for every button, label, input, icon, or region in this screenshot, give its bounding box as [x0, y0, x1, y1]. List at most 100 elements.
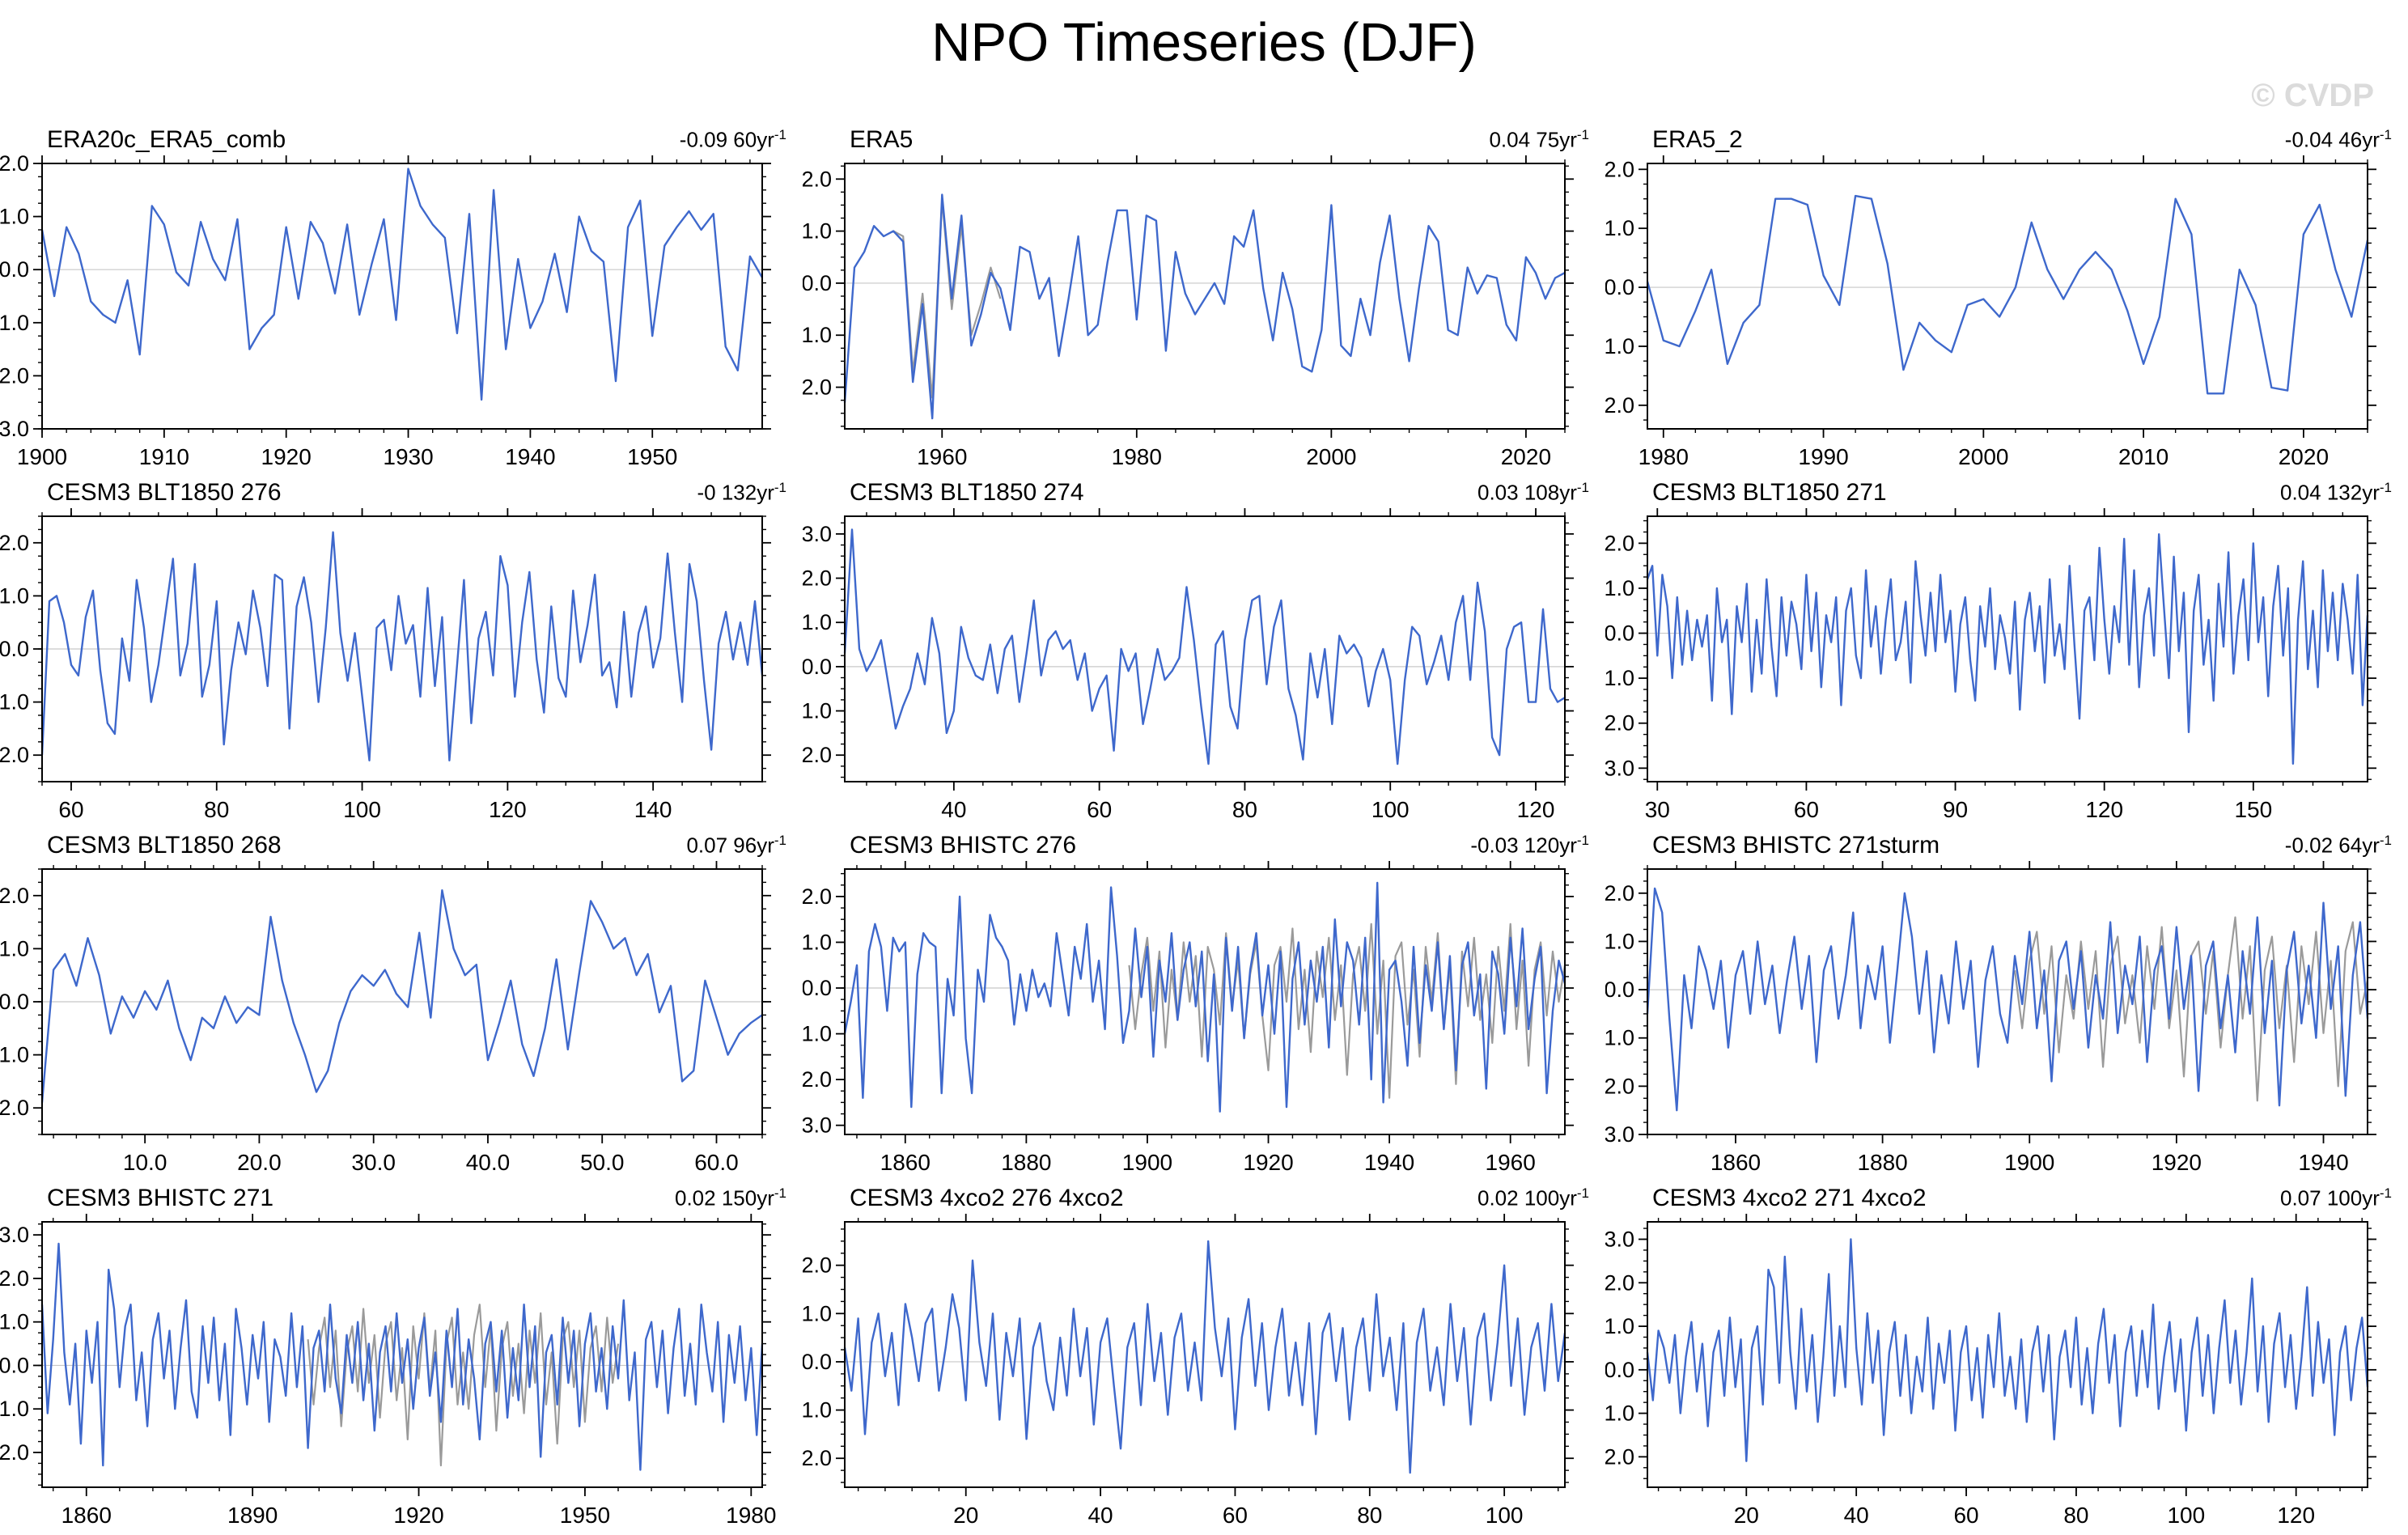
panel-title: ERA20c_ERA5_comb [47, 126, 286, 153]
y-tick-label: -1.0 [1605, 334, 1634, 358]
x-tick-label: 1860 [61, 1503, 112, 1528]
y-tick-label: -3.0 [0, 417, 29, 441]
y-tick-label: 0.0 [0, 1353, 29, 1377]
panel-header: CESM3 BHISTC 276 -0.03 120yr-1 [850, 832, 1589, 861]
y-tick-label: 2.0 [0, 155, 29, 176]
plot-frame [41, 163, 763, 430]
y-tick-label: 1.0 [0, 583, 29, 608]
y-tick-label: 2.0 [803, 566, 832, 591]
y-tick-label: 1.0 [0, 1310, 29, 1334]
series-line [40, 167, 764, 401]
panel-title: CESM3 BHISTC 276 [850, 832, 1077, 859]
timeseries-plot: 20 40 60 80 100 2.0 1.0 0.0 -1.0 -2.0 [803, 1214, 1574, 1528]
x-tick-label: 1890 [227, 1503, 278, 1528]
y-tick-label: -1.0 [803, 1022, 832, 1046]
panel-trend-label: 0.07 100yr-1 [2280, 1185, 2392, 1211]
x-tick-label: 1860 [1711, 1150, 1761, 1175]
timeseries-plot: 1960 1980 2000 2020 2.0 1.0 0.0 -1.0 -2.0 [803, 155, 1574, 469]
panel-4: CESM3 BLT1850 276 -0 132yr-1 60 80 100 120 140… [0, 474, 803, 827]
x-tick-label: 1940 [1364, 1150, 1414, 1175]
y-tick-label: -3.0 [1605, 1122, 1634, 1147]
x-tick-label: 1940 [2298, 1150, 2348, 1175]
x-tick-label: 1980 [726, 1503, 776, 1528]
y-tick-label: 0.0 [0, 257, 29, 282]
y-tick-label: -2.0 [1605, 711, 1634, 736]
plot-frame [1647, 163, 2368, 430]
series-line [40, 889, 763, 1103]
x-tick-label: 140 [634, 797, 672, 822]
timeseries-plot: 10.0 20.0 30.0 40.0 50.0 60.0 2.0 1.0 0.0 -1.0 -2.… [0, 861, 771, 1175]
panel-trend-label: 0.02 150yr-1 [675, 1185, 786, 1211]
x-tick-label: 40 [1844, 1503, 1869, 1528]
x-tick-label: 1960 [917, 444, 967, 469]
x-tick-label: 2020 [2279, 444, 2329, 469]
y-tick-label: 1.0 [803, 1301, 832, 1325]
panel-title: CESM3 BLT1850 274 [850, 479, 1084, 506]
series-line [1646, 533, 2369, 765]
y-tick-label: 2.0 [0, 531, 29, 555]
x-tick-label: 80 [1357, 1503, 1382, 1528]
panel-trend-label: -0.02 64yr-1 [2284, 833, 2392, 858]
y-tick-label: -2.0 [803, 375, 832, 400]
panel-title: CESM3 BLT1850 268 [47, 832, 282, 859]
x-tick-label: 10.0 [123, 1150, 167, 1175]
plot-frame [41, 515, 763, 782]
x-tick-label: 1950 [627, 444, 677, 469]
y-tick-label: 1.0 [803, 930, 832, 954]
y-tick-label: 1.0 [0, 205, 29, 229]
x-tick-label: 1980 [1112, 444, 1162, 469]
y-tick-label: 3.0 [803, 522, 832, 546]
x-tick-label: 90 [1943, 797, 1968, 822]
plot-frame [844, 515, 1566, 782]
panel-title: CESM3 4xco2 276 4xco2 [850, 1185, 1124, 1211]
y-tick-label: 2.0 [1605, 157, 1634, 181]
plot-frame [1647, 868, 2368, 1135]
y-tick-label: 0.0 [803, 655, 832, 679]
panel-header: ERA20c_ERA5_comb -0.09 60yr-1 [47, 126, 786, 155]
panel-title: CESM3 BHISTC 271 [47, 1185, 274, 1211]
y-tick-label: -1.0 [1605, 1026, 1634, 1050]
secondary-series-line [2014, 916, 2369, 1102]
y-tick-label: -2.0 [803, 1067, 832, 1092]
x-tick-label: 40.0 [466, 1150, 511, 1175]
panel-title: ERA5_2 [1652, 126, 1743, 153]
y-tick-label: -1.0 [1605, 666, 1634, 690]
y-tick-label: 2.0 [803, 1253, 832, 1278]
y-tick-label: 0.0 [1605, 621, 1634, 646]
y-tick-label: -2.0 [803, 743, 832, 767]
x-tick-label: 100 [2167, 1503, 2205, 1528]
x-tick-label: 120 [1517, 797, 1555, 822]
x-tick-label: 150 [2234, 797, 2272, 822]
x-tick-label: 1960 [1486, 1150, 1536, 1175]
x-tick-label: 1880 [1001, 1150, 1051, 1175]
y-tick-label: -2.0 [0, 1440, 29, 1465]
panel-header: CESM3 BLT1850 274 0.03 108yr-1 [850, 479, 1589, 508]
timeseries-plot: 1860 1890 1920 1950 1980 3.0 2.0 1.0 0.0 -1.0 -2.0 [0, 1214, 776, 1528]
y-tick-label: -1.0 [0, 1397, 29, 1421]
x-tick-label: 1930 [383, 444, 433, 469]
panel-trend-label: 0.02 100yr-1 [1477, 1185, 1589, 1211]
y-tick-label: -2.0 [803, 1446, 832, 1470]
x-tick-label: 2020 [1501, 444, 1551, 469]
panel-header: ERA5_2 -0.04 46yr-1 [1652, 126, 2392, 155]
y-tick-label: 2.0 [1605, 881, 1634, 905]
series-line [843, 528, 1566, 765]
x-tick-label: 50.0 [580, 1150, 625, 1175]
x-tick-label: 60 [58, 797, 83, 822]
plot-frame [844, 868, 1566, 1135]
y-tick-label: -1.0 [0, 690, 29, 714]
panel-header: CESM3 4xco2 271 4xco2 0.07 100yr-1 [1652, 1185, 2392, 1214]
x-tick-label: 60 [1953, 1503, 1978, 1528]
panel-title: ERA5 [850, 126, 914, 153]
panel-title: CESM3 BLT1850 276 [47, 479, 282, 506]
panel-title: CESM3 4xco2 271 4xco2 [1652, 1185, 1927, 1211]
x-tick-label: 120 [489, 797, 527, 822]
series-line [40, 1242, 764, 1471]
x-tick-label: 2010 [2118, 444, 2168, 469]
x-tick-label: 60 [1223, 1503, 1248, 1528]
y-tick-label: -2.0 [1605, 1444, 1634, 1469]
series-line [1646, 194, 2369, 395]
x-tick-label: 1880 [1857, 1150, 1907, 1175]
timeseries-plot: 1860 1880 1900 1920 1940 2.0 1.0 0.0 -1.0 -2.0 -3.… [1605, 861, 2376, 1175]
